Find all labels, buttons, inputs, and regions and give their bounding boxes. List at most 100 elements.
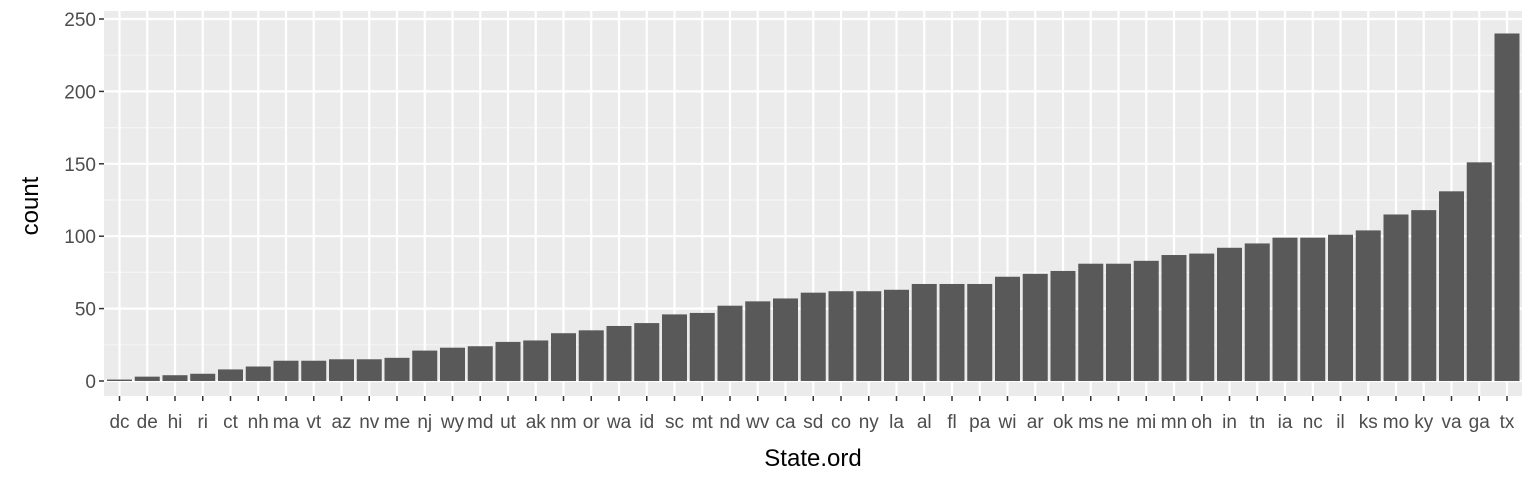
- bar-fl: [939, 283, 965, 381]
- x-tick-label-in: in: [1222, 412, 1237, 433]
- bar-md: [467, 346, 493, 381]
- bar-mi: [1133, 260, 1159, 381]
- bar-tn: [1244, 243, 1270, 381]
- bar-tx: [1494, 33, 1520, 381]
- bar-nj: [412, 350, 438, 381]
- bar-pa: [967, 283, 993, 381]
- bar-ar: [1022, 273, 1048, 381]
- x-tick-label-fl: fl: [947, 412, 957, 433]
- x-tick-label-ia: ia: [1278, 412, 1293, 433]
- bar-wy: [440, 347, 465, 381]
- x-tick-label-or: or: [583, 412, 601, 433]
- x-tick-label-md: md: [467, 412, 493, 433]
- bar-nv: [356, 359, 382, 381]
- x-tick-label-tn: tn: [1249, 412, 1265, 433]
- x-tick-label-hi: hi: [168, 412, 183, 433]
- x-tick-label-wv: wv: [745, 412, 770, 433]
- bars: [107, 33, 1520, 381]
- x-tick-label-nc: nc: [1303, 412, 1323, 433]
- y-axis-title: count: [17, 176, 44, 235]
- x-tick-label-ma: ma: [273, 412, 300, 433]
- x-tick-label-sc: sc: [665, 412, 684, 433]
- x-tick-label-tx: tx: [1500, 412, 1515, 433]
- x-tick-label-ne: ne: [1108, 412, 1129, 433]
- x-tick-label-ct: ct: [223, 412, 239, 433]
- bar-or: [578, 330, 604, 381]
- x-axis-title: State.ord: [764, 445, 861, 472]
- bar-ak: [523, 340, 549, 381]
- x-tick-label-wa: wa: [606, 412, 632, 433]
- bar-ca: [773, 298, 798, 381]
- bar-ct: [218, 369, 243, 381]
- bar-in: [1217, 247, 1242, 381]
- bar-ia: [1272, 237, 1298, 381]
- bar-nc: [1300, 237, 1326, 381]
- y-tick-label: 100: [64, 227, 96, 248]
- bar-mt: [689, 312, 715, 381]
- x-tick-label-nh: nh: [248, 412, 269, 433]
- x-tick-label-pa: pa: [969, 412, 991, 433]
- bar-nd: [717, 305, 743, 381]
- bar-ky: [1411, 210, 1437, 381]
- x-tick-label-ga: ga: [1469, 412, 1491, 433]
- bar-me: [384, 357, 410, 381]
- x-tick-label-wi: wi: [998, 412, 1017, 433]
- bar-oh: [1189, 253, 1215, 381]
- bar-sd: [800, 292, 826, 381]
- x-tick-label-ri: ri: [197, 412, 208, 433]
- x-tick-label-dc: dc: [109, 412, 129, 433]
- bar-al: [911, 283, 937, 381]
- x-tick-label-mi: mi: [1136, 412, 1156, 433]
- bar-il: [1328, 234, 1353, 381]
- bar-vt: [301, 360, 327, 381]
- x-tick-label-ny: ny: [859, 412, 880, 433]
- bar-ok: [1050, 270, 1076, 381]
- bar-hi: [162, 375, 188, 381]
- x-tick-label-vt: vt: [306, 412, 322, 433]
- bar-ny: [856, 291, 882, 381]
- x-tick-label-co: co: [831, 412, 851, 433]
- bar-mo: [1383, 214, 1409, 381]
- bar-ms: [1078, 263, 1104, 381]
- x-tick-label-oh: oh: [1191, 412, 1212, 433]
- x-tick-label-ar: ar: [1027, 412, 1045, 433]
- bar-az: [329, 359, 354, 381]
- bar-ut: [495, 341, 521, 381]
- x-tick-label-va: va: [1441, 412, 1462, 433]
- x-tick-label-ms: ms: [1078, 412, 1103, 433]
- y-tick-label: 150: [64, 155, 96, 176]
- bar-ks: [1355, 230, 1381, 381]
- bar-sc: [662, 314, 687, 381]
- y-tick-label: 250: [64, 10, 96, 31]
- x-tick-label-sd: sd: [803, 412, 823, 433]
- x-tick-label-mn: mn: [1161, 412, 1187, 433]
- x-tick-label-nm: nm: [550, 412, 576, 433]
- x-tick-label-ok: ok: [1053, 412, 1074, 433]
- y-tick-label: 50: [75, 300, 96, 321]
- x-tick-label-id: id: [639, 412, 654, 433]
- x-tick-label-az: az: [331, 412, 351, 433]
- x-tick-label-mt: mt: [692, 412, 714, 433]
- bar-va: [1439, 191, 1464, 381]
- x-tick-label-ak: ak: [526, 412, 547, 433]
- x-tick-label-ks: ks: [1359, 412, 1378, 433]
- bar-ga: [1466, 162, 1492, 381]
- bar-dc: [107, 379, 132, 381]
- bar-co: [828, 291, 854, 381]
- x-tick-label-me: me: [384, 412, 410, 433]
- x-tick-label-wy: wy: [440, 412, 465, 433]
- bar-ne: [1106, 263, 1131, 381]
- x-tick-label-al: al: [917, 412, 932, 433]
- y-tick-label: 0: [85, 372, 96, 393]
- bar-wv: [745, 301, 771, 381]
- bar-la: [884, 289, 909, 381]
- x-tick-label-de: de: [137, 412, 158, 433]
- x-axis-ticks: dc de hi ri ct nh ma vt az nv me nj wy md ut ak nm or wa id…: [109, 396, 1515, 433]
- x-tick-label-ky: ky: [1414, 412, 1434, 433]
- bar-ri: [190, 373, 216, 381]
- bar-nh: [245, 366, 271, 381]
- x-tick-label-ut: ut: [500, 412, 517, 433]
- x-tick-label-nd: nd: [719, 412, 740, 433]
- bar-ma: [273, 360, 299, 381]
